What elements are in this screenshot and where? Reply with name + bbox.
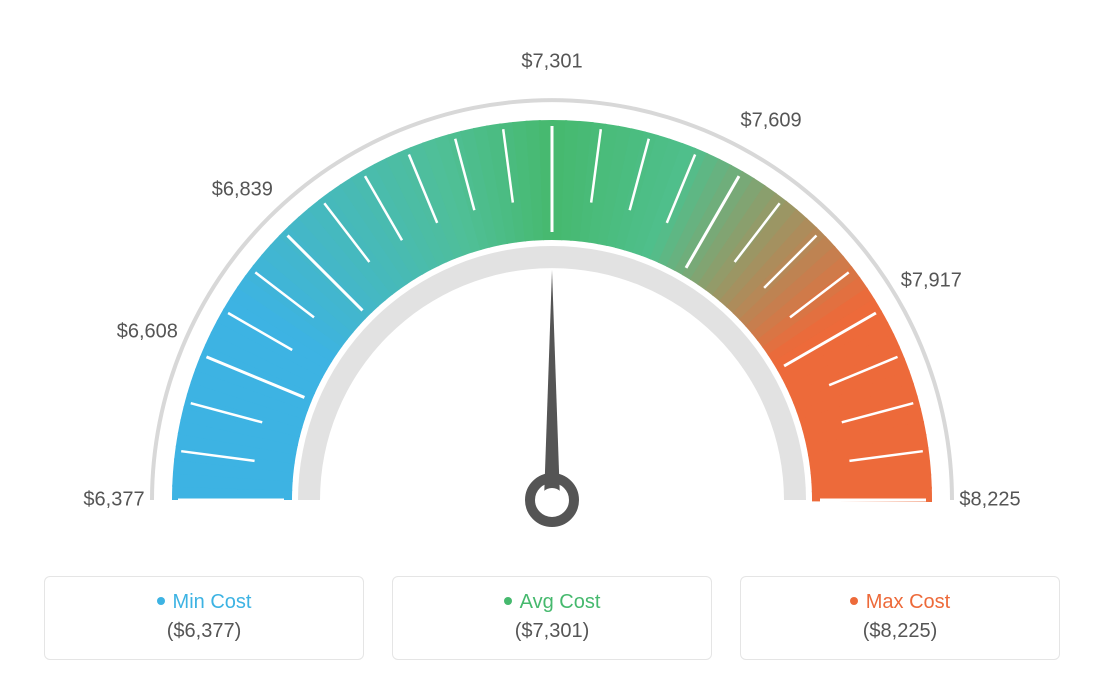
legend-avg-label: Avg Cost <box>520 591 601 613</box>
gauge-tick-label: $7,609 <box>740 109 801 132</box>
legend-max-title: Max Cost <box>741 591 1059 614</box>
legend-min-dot-icon <box>157 597 165 605</box>
gauge-tick-label: $7,917 <box>901 269 962 292</box>
gauge-tick-label: $6,377 <box>83 489 144 512</box>
legend-row: Min Cost ($6,377) Avg Cost ($7,301) Max … <box>44 576 1060 660</box>
legend-avg-value: ($7,301) <box>393 620 711 643</box>
legend-min-label: Min Cost <box>173 591 252 613</box>
gauge-tick-label: $6,608 <box>117 321 178 344</box>
gauge-tick-label: $8,225 <box>959 489 1020 512</box>
legend-min-value: ($6,377) <box>45 620 363 643</box>
gauge-tick-label: $7,301 <box>521 51 582 74</box>
legend-max-dot-icon <box>850 597 858 605</box>
gauge-chart-container: $6,377 $6,608 $6,839 $7,301 $7,609 $7,917 $8,2… <box>0 0 1104 690</box>
legend-min-title: Min Cost <box>45 591 363 614</box>
legend-max-label: Max Cost <box>866 591 950 613</box>
gauge-area: $6,377$6,608$6,839$7,301$7,609$7,917$8,2… <box>102 30 1002 560</box>
legend-avg-title: Avg Cost <box>393 591 711 614</box>
legend-max-value: ($8,225) <box>741 620 1059 643</box>
legend-card-max: Max Cost ($8,225) <box>740 576 1060 660</box>
gauge-svg <box>102 30 1002 560</box>
gauge-tick-label: $6,839 <box>212 179 273 202</box>
legend-avg-dot-icon <box>504 597 512 605</box>
legend-card-min: Min Cost ($6,377) <box>44 576 364 660</box>
legend-card-avg: Avg Cost ($7,301) <box>392 576 712 660</box>
